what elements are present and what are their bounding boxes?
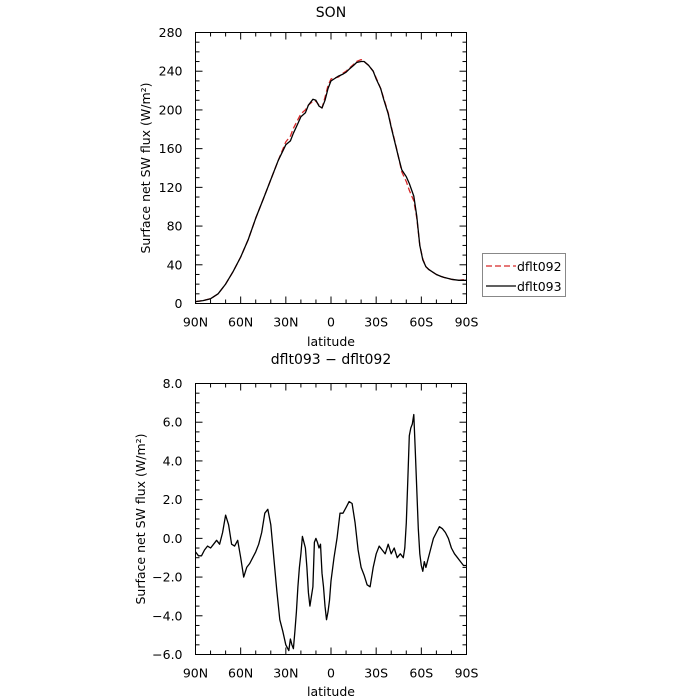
bottom-panel: dflt093 − dflt092 90N 60N 30N 0 30S 60S 90S −6.…: [133, 352, 478, 699]
top-y-tick-label: 240: [159, 64, 183, 79]
bottom-x-tick-label: 0: [327, 666, 335, 681]
legend: dflt092 dflt093: [482, 253, 566, 297]
top-y-tick-label: 80: [167, 219, 183, 234]
top-x-tick-label: 60S: [409, 315, 433, 330]
top-panel: SON 90N 60N 30N 0 30S 60S 90S 0 40 80 120 160 200 240…: [138, 5, 566, 349]
top-y-tick-label: 40: [167, 257, 183, 272]
legend-label-dflt092: dflt092: [517, 259, 562, 274]
top-chart-title: SON: [316, 5, 346, 21]
bottom-y-tick-label: 6.0: [163, 415, 183, 430]
bottom-y-tick-label: 4.0: [163, 453, 183, 468]
bottom-series-layer: [194, 413, 467, 652]
bottom-plot-frame: [195, 383, 467, 655]
bottom-y-tick-label: −2.0: [152, 570, 182, 585]
top-x-tick-label: 0: [327, 315, 335, 330]
top-y-tick-label: 0: [175, 296, 183, 311]
bottom-y-tick-label: 0.0: [163, 531, 183, 546]
bottom-x-tick-label: 30S: [364, 666, 388, 681]
bottom-y-tick-label: −4.0: [152, 608, 182, 623]
bottom-y-axis-title: Surface net SW flux (W/m²): [133, 433, 148, 604]
top-x-axis-title: latitude: [307, 334, 355, 349]
top-y-axis-title: Surface net SW flux (W/m²): [138, 82, 153, 253]
bottom-y-tick-label: 8.0: [163, 376, 183, 391]
bottom-series-line-difference: [194, 413, 467, 652]
legend-box: [482, 253, 566, 297]
bottom-y-tick-label: 2.0: [163, 492, 183, 507]
top-plot-frame: [195, 32, 467, 304]
top-ticks-layer: 90N 60N 30N 0 30S 60S 90S 0 40 80 120 160 200 240 280: [159, 25, 479, 330]
top-x-tick-label: 60N: [228, 315, 253, 330]
top-y-tick-label: 280: [159, 25, 183, 40]
legend-label-dflt093: dflt093: [517, 279, 562, 294]
bottom-ticks-layer: 90N 60N 30N 0 30S 60S 90S −6.0 −4.0 −2.0 0.0 2.0 4.0…: [152, 376, 478, 681]
bottom-x-tick-label: 30N: [273, 666, 298, 681]
bottom-x-tick-label: 90S: [455, 666, 479, 681]
bottom-x-tick-label: 60N: [228, 666, 253, 681]
bottom-chart-title: dflt093 − dflt092: [271, 352, 391, 368]
top-series-line-dflt093: [195, 60, 467, 303]
bottom-x-tick-label: 90N: [183, 666, 208, 681]
top-x-tick-label: 30S: [364, 315, 388, 330]
top-x-tick-label: 90S: [455, 315, 479, 330]
bottom-y-tick-label: −6.0: [152, 647, 182, 662]
top-x-tick-label: 90N: [183, 315, 208, 330]
top-x-tick-label: 30N: [273, 315, 298, 330]
bottom-x-axis-title: latitude: [307, 684, 355, 699]
top-y-tick-label: 120: [159, 180, 183, 195]
top-y-tick-label: 200: [159, 102, 183, 117]
top-series-layer: [195, 58, 467, 303]
top-y-tick-label: 160: [159, 141, 183, 156]
bottom-x-tick-label: 60S: [409, 666, 433, 681]
